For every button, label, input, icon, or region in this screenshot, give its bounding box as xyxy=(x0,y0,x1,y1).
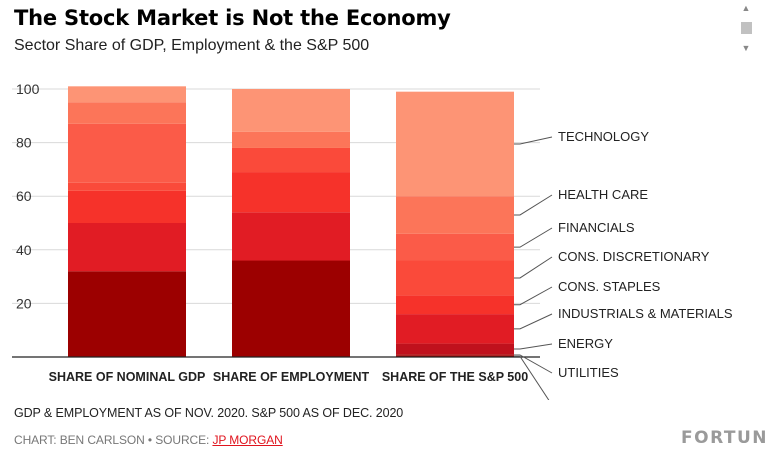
bar-segment xyxy=(68,102,186,124)
bar-segment xyxy=(396,355,514,357)
x-category-label: SHARE OF EMPLOYMENT xyxy=(213,370,370,384)
triangle-down-icon[interactable]: ▼ xyxy=(741,43,751,53)
legend-leader-line xyxy=(514,286,553,306)
y-tick-label: 80 xyxy=(16,135,32,151)
y-tick-label: 100 xyxy=(16,81,40,97)
legend-leader-line xyxy=(514,354,553,374)
legend-label: GOVERNMENT & AGRICULTURE xyxy=(558,397,759,400)
bar-segment xyxy=(396,233,514,261)
bar-segment xyxy=(68,223,186,272)
credit-prefix: CHART: BEN CARLSON • SOURCE: xyxy=(14,433,213,447)
bar-segment xyxy=(232,131,350,148)
chart-credit: CHART: BEN CARLSON • SOURCE: JP MORGAN xyxy=(14,433,283,447)
data-note: GDP & EMPLOYMENT AS OF NOV. 2020. S&P 50… xyxy=(14,406,404,420)
legend-leader-line xyxy=(514,136,553,145)
y-tick-label: 40 xyxy=(16,242,32,258)
legend-label: HEALTH CARE xyxy=(558,187,648,202)
scroll-thumb[interactable] xyxy=(741,22,752,34)
bar-segment xyxy=(232,147,350,173)
legend-label: CONS. DISCRETIONARY xyxy=(558,249,710,264)
stacked-bar-chart: 20 40 60 80 100 SHARE OF NOMINAL GDP SHARE OF … xyxy=(12,81,759,400)
bar-segment xyxy=(68,190,186,223)
legend-leader-line xyxy=(514,313,553,330)
chart-subtitle: Sector Share of GDP, Employment & the S&… xyxy=(14,37,370,54)
legend-leader-line xyxy=(514,256,553,279)
legend-label: UTILITIES xyxy=(558,365,619,380)
y-tick-label: 60 xyxy=(16,188,32,204)
bar-segment xyxy=(396,295,514,315)
bar-segment xyxy=(396,354,514,356)
bar-segment xyxy=(396,314,514,344)
legend-label: INDUSTRIALS & MATERIALS xyxy=(558,306,733,321)
scrollbar[interactable]: ▲ ▼ xyxy=(738,2,754,56)
bar-segment xyxy=(396,260,514,296)
bar-segment xyxy=(232,89,350,132)
bar-segment xyxy=(396,91,514,197)
triangle-up-icon[interactable]: ▲ xyxy=(741,3,751,13)
legend-leader-line xyxy=(514,343,553,350)
chart-title: The Stock Market is Not the Economy xyxy=(14,6,451,30)
legend-label: ENERGY xyxy=(558,336,613,351)
bar-segment xyxy=(68,86,186,103)
bar-segment xyxy=(232,212,350,261)
x-category-label: SHARE OF THE S&P 500 xyxy=(382,370,528,384)
bar-segment xyxy=(232,260,350,357)
legend-leader-line xyxy=(514,194,553,216)
bar-segment xyxy=(68,182,186,191)
fortune-logo: FORTUNE xyxy=(681,428,768,448)
legend-leader-line xyxy=(514,355,550,400)
bar-segment xyxy=(232,172,350,213)
x-category-label: SHARE OF NOMINAL GDP xyxy=(49,370,206,384)
bar-segment xyxy=(68,271,186,357)
source-link[interactable]: JP MORGAN xyxy=(212,433,283,447)
bar-segment xyxy=(68,123,186,183)
bar-segment xyxy=(396,343,514,355)
y-tick-label: 20 xyxy=(16,295,32,311)
legend-label: FINANCIALS xyxy=(558,220,635,235)
legend-label: TECHNOLOGY xyxy=(558,129,649,144)
legend-label: CONS. STAPLES xyxy=(558,279,661,294)
legend-leader-line xyxy=(514,227,553,248)
bar-segment xyxy=(396,196,514,234)
